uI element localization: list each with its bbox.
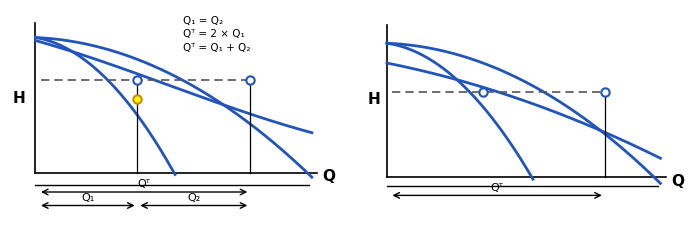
Text: Q₂: Q₂	[187, 192, 200, 202]
Text: H: H	[13, 91, 26, 106]
Text: Qᵀ: Qᵀ	[491, 182, 503, 192]
Text: Q: Q	[323, 168, 335, 183]
Text: Qᵀ: Qᵀ	[138, 178, 150, 188]
Text: Q₁ = Q₂: Q₁ = Q₂	[183, 16, 223, 26]
Text: H: H	[368, 91, 380, 106]
Text: Q: Q	[671, 173, 684, 188]
Text: Qᵀ = Q₁ + Q₂: Qᵀ = Q₁ + Q₂	[183, 43, 251, 53]
Text: Q₁: Q₁	[81, 192, 94, 202]
Text: Qᵀ = 2 × Q₁: Qᵀ = 2 × Q₁	[183, 29, 245, 39]
